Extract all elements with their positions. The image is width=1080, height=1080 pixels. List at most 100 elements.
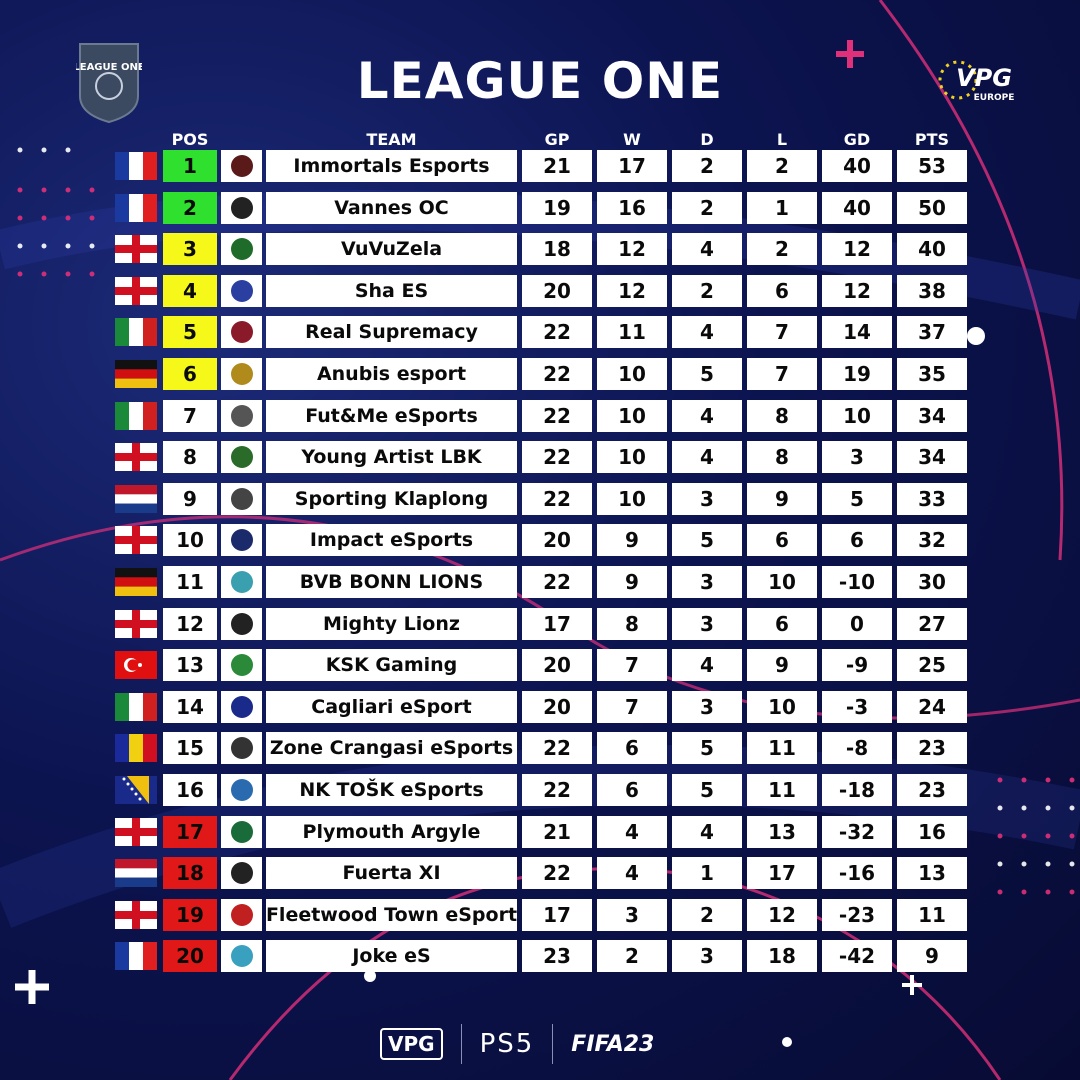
position-cell: 6 — [163, 358, 217, 390]
goal-difference-cell: -8 — [822, 732, 892, 765]
team-name-cell: Cagliari eSport — [266, 690, 517, 723]
crest-badge — [230, 446, 253, 469]
team-crest-icon — [221, 898, 262, 931]
position-cell: 12 — [163, 607, 217, 640]
position-cell: 7 — [163, 399, 217, 432]
games-played-cell: 20 — [522, 690, 592, 723]
draws-cell: 2 — [672, 150, 742, 182]
losses-cell: 2 — [747, 150, 817, 182]
losses-cell: 8 — [747, 399, 817, 432]
table-row: 10 Impact eSports 20 9 5 6 6 32 — [0, 524, 1080, 557]
games-played-cell: 18 — [522, 233, 592, 266]
crest-badge — [230, 903, 253, 926]
wins-cell: 16 — [597, 191, 667, 224]
goal-difference-cell: 40 — [822, 191, 892, 224]
germany-flag-icon — [115, 568, 157, 596]
games-played-cell: 22 — [522, 441, 592, 474]
losses-cell: 10 — [747, 566, 817, 598]
position-cell: 20 — [163, 940, 217, 973]
position-cell: 17 — [163, 815, 217, 848]
vpg-europe-logo: VPG EUROPE — [936, 56, 1020, 108]
points-cell: 32 — [897, 524, 967, 557]
turkey-flag-icon — [115, 651, 157, 680]
points-cell: 37 — [897, 316, 967, 349]
france-flag-icon — [115, 942, 157, 971]
table-row: 1 Immortals Esports 21 17 2 2 40 53 — [0, 150, 1080, 182]
draws-cell: 2 — [672, 191, 742, 224]
header-w: W — [623, 130, 641, 149]
games-played-cell: 22 — [522, 399, 592, 432]
team-name-cell: Mighty Lionz — [266, 607, 517, 640]
team-crest-icon — [221, 732, 262, 765]
draws-cell: 5 — [672, 732, 742, 765]
position-cell: 13 — [163, 649, 217, 682]
table-row: 20 Joke eS 23 2 3 18 -42 9 — [0, 940, 1080, 973]
losses-cell: 7 — [747, 316, 817, 349]
games-played-cell: 21 — [522, 815, 592, 848]
page-title: LEAGUE ONE — [356, 52, 724, 110]
draws-cell: 3 — [672, 482, 742, 515]
points-cell: 35 — [897, 358, 967, 390]
draws-cell: 3 — [672, 940, 742, 973]
team-name-cell: Fleetwood Town eSport — [266, 898, 517, 931]
team-name-cell: Anubis esport — [266, 358, 517, 390]
points-cell: 16 — [897, 815, 967, 848]
team-crest-icon — [221, 940, 262, 973]
wins-cell: 9 — [597, 566, 667, 598]
netherlands-flag-icon — [115, 859, 157, 888]
position-cell: 4 — [163, 274, 217, 307]
svg-text:LEAGUE ONE: LEAGUE ONE — [76, 62, 142, 73]
team-crest-icon — [221, 441, 262, 474]
wins-cell: 10 — [597, 358, 667, 390]
games-played-cell: 17 — [522, 898, 592, 931]
italy-flag-icon — [115, 318, 157, 347]
losses-cell: 1 — [747, 191, 817, 224]
header-l: L — [776, 130, 788, 149]
draws-cell: 5 — [672, 358, 742, 390]
team-crest-icon — [221, 815, 262, 848]
crest-badge — [230, 695, 253, 718]
losses-cell: 8 — [747, 441, 817, 474]
draws-cell: 4 — [672, 399, 742, 432]
team-name-cell: NK TOŠK eSports — [266, 774, 517, 806]
draws-cell: 5 — [672, 774, 742, 806]
position-cell: 2 — [163, 191, 217, 224]
england-flag-icon — [115, 817, 157, 846]
table-row: 4 Sha ES 20 12 2 6 12 38 — [0, 274, 1080, 307]
team-name-cell: Fuerta XI — [266, 857, 517, 890]
losses-cell: 2 — [747, 233, 817, 266]
table-row: 7 Fut&Me eSports 22 10 4 8 10 34 — [0, 399, 1080, 432]
goal-difference-cell: 40 — [822, 150, 892, 182]
england-flag-icon — [115, 276, 157, 305]
header-gp: GP — [544, 130, 570, 149]
header-pos: POS — [171, 130, 209, 149]
losses-cell: 12 — [747, 898, 817, 931]
losses-cell: 11 — [747, 774, 817, 806]
position-cell: 3 — [163, 233, 217, 266]
crest-badge — [230, 612, 253, 635]
england-flag-icon — [115, 235, 157, 264]
goal-difference-cell: 5 — [822, 482, 892, 515]
germany-flag-icon — [115, 360, 157, 388]
points-cell: 11 — [897, 898, 967, 931]
wins-cell: 4 — [597, 857, 667, 890]
games-played-cell: 23 — [522, 940, 592, 973]
league-one-logo: LEAGUE ONE — [73, 40, 145, 124]
goal-difference-cell: 6 — [822, 524, 892, 557]
wins-cell: 2 — [597, 940, 667, 973]
goal-difference-cell: 14 — [822, 316, 892, 349]
goal-difference-cell: 12 — [822, 233, 892, 266]
footer-divider — [552, 1024, 554, 1064]
crest-badge — [230, 238, 253, 261]
team-name-cell: Sha ES — [266, 274, 517, 307]
wins-cell: 17 — [597, 150, 667, 182]
team-crest-icon — [221, 191, 262, 224]
team-crest-icon — [221, 150, 262, 182]
position-cell: 18 — [163, 857, 217, 890]
wins-cell: 12 — [597, 233, 667, 266]
team-crest-icon — [221, 524, 262, 557]
france-flag-icon — [115, 152, 157, 180]
wins-cell: 9 — [597, 524, 667, 557]
romania-flag-icon — [115, 734, 157, 763]
position-cell: 1 — [163, 150, 217, 182]
